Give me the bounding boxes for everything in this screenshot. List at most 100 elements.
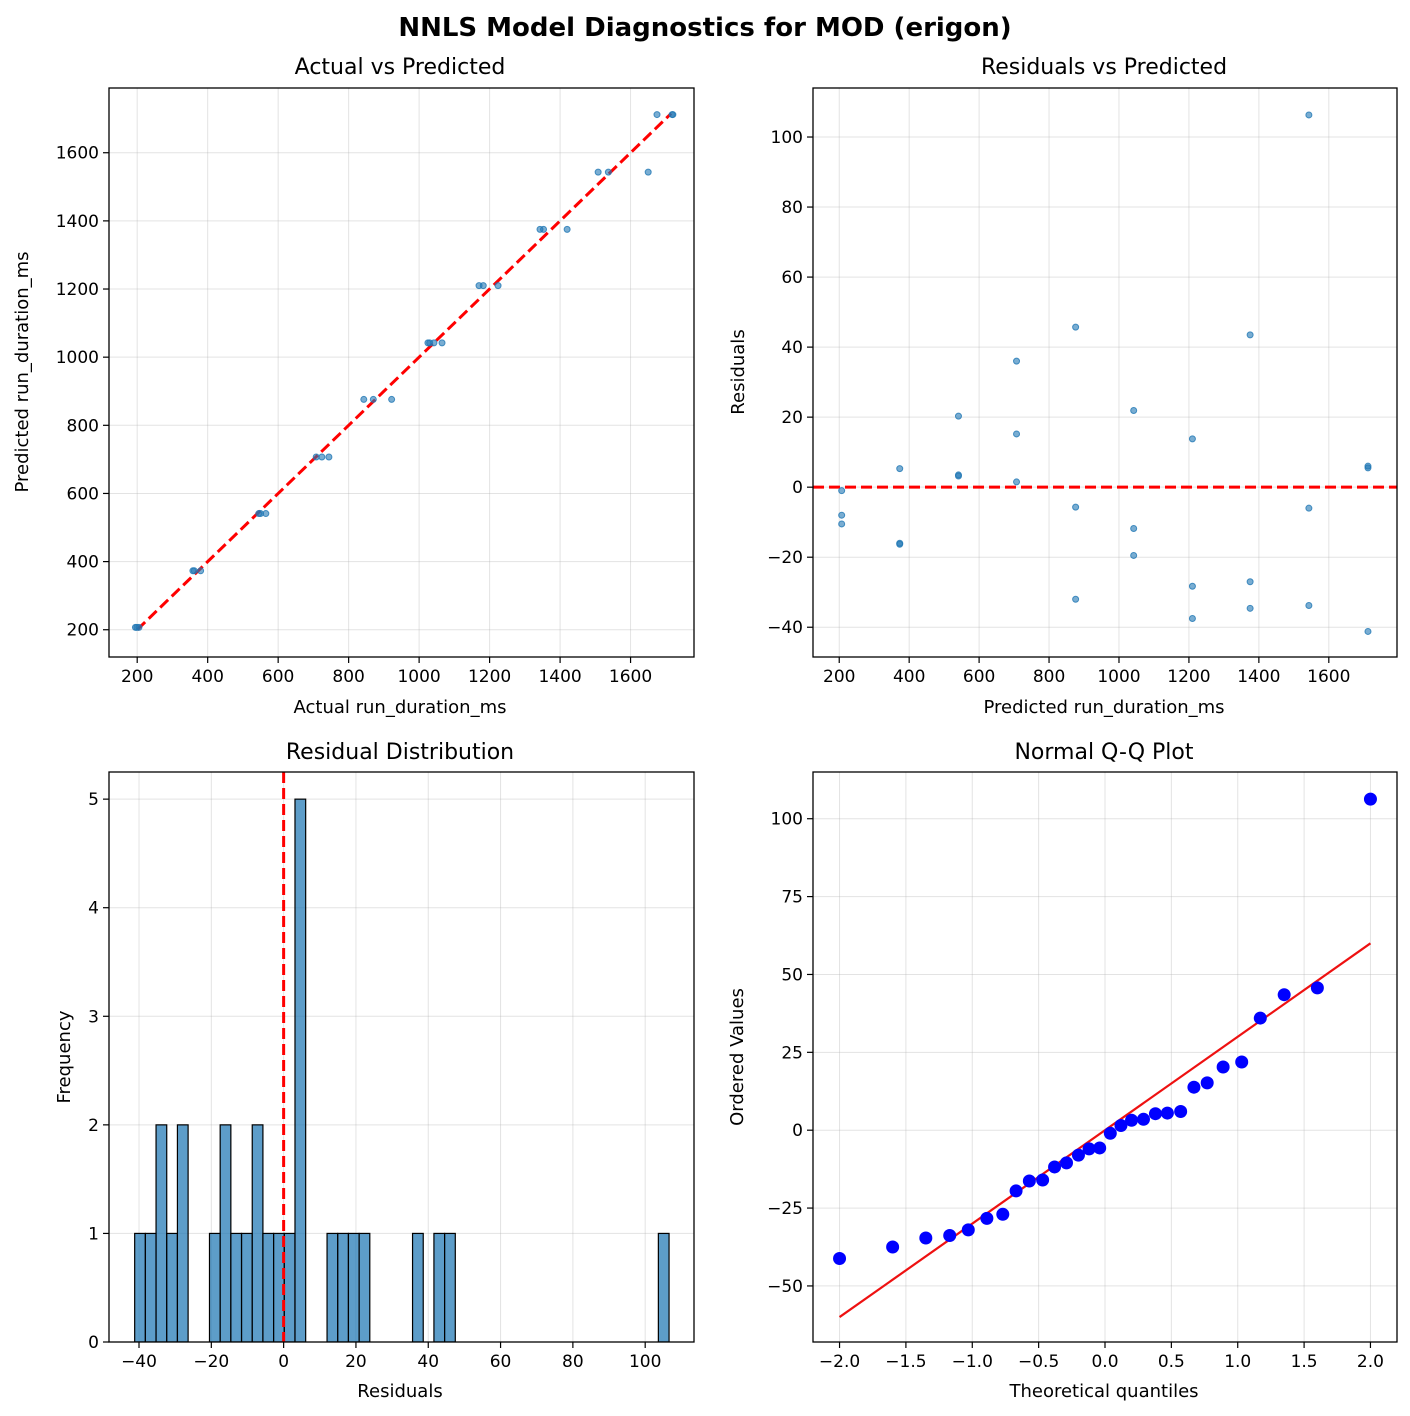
data-point	[653, 111, 661, 119]
data-point	[438, 339, 446, 347]
histogram-bar	[433, 1232, 446, 1342]
data-point	[838, 520, 846, 528]
qq-point	[1216, 1060, 1230, 1074]
x-tick-label: 800	[1033, 667, 1065, 687]
y-tick-label: −50	[767, 1277, 803, 1297]
data-point	[494, 282, 502, 290]
histogram-bar	[155, 1124, 168, 1342]
qq-point	[919, 1231, 933, 1245]
x-axis-label: Theoretical quantiles	[1008, 1381, 1198, 1402]
x-tick-label: −1.5	[885, 1352, 926, 1372]
axes-frame	[812, 87, 1398, 658]
data-point	[669, 111, 677, 119]
x-tick-label: 400	[893, 667, 925, 687]
qq-point	[1363, 792, 1377, 806]
panel-title: Residual Distribution	[286, 740, 514, 765]
panel-residual-distribution: Residual Distribution Residuals Frequenc…	[54, 740, 695, 1402]
y-tick-label: 80	[781, 198, 803, 218]
data-point	[360, 395, 368, 403]
data-point	[1364, 627, 1372, 635]
panel-title: Actual vs Predicted	[295, 55, 506, 80]
grid-lines	[109, 88, 694, 657]
qq-point	[1125, 1113, 1139, 1127]
y-tick-label: 1000	[56, 348, 99, 368]
x-tick-label: 1400	[1237, 667, 1280, 687]
qq-point	[1071, 1148, 1085, 1162]
data-point	[312, 453, 320, 461]
data-point	[1246, 331, 1254, 339]
x-tick-label: 0.0	[1091, 1352, 1118, 1372]
x-tick-label: 200	[823, 667, 855, 687]
y-tick-label: 0	[792, 1121, 803, 1141]
x-tick-label: 2.0	[1357, 1352, 1384, 1372]
data-point	[430, 339, 438, 347]
y-tick-label: 1	[88, 1224, 99, 1244]
histogram-bar	[657, 1232, 670, 1342]
qq-point	[1022, 1174, 1036, 1188]
figure-suptitle: NNLS Model Diagnostics for MOD (erigon)	[398, 13, 1011, 43]
histogram-bar	[251, 1124, 264, 1342]
data-point	[604, 168, 612, 176]
qq-point	[1103, 1126, 1117, 1140]
data-point	[1013, 478, 1021, 486]
histogram-bar	[230, 1232, 243, 1342]
histogram-bar	[134, 1232, 146, 1342]
histogram-bar	[219, 1124, 232, 1342]
data-point	[325, 453, 333, 461]
plot-area	[131, 111, 677, 631]
data-point	[133, 623, 141, 631]
qq-point	[996, 1207, 1010, 1221]
histogram-bar	[208, 1232, 221, 1342]
y-tick-label: 25	[781, 1043, 803, 1063]
data-point	[1130, 524, 1138, 532]
data-point	[563, 225, 571, 233]
histogram-bar	[283, 1232, 296, 1342]
x-tick-label: 600	[963, 667, 995, 687]
data-point	[1246, 604, 1254, 612]
data-point	[1364, 464, 1372, 472]
qq-point	[1148, 1107, 1162, 1121]
histogram-bar	[166, 1232, 179, 1342]
x-tick-label: 1200	[1167, 667, 1210, 687]
y-tick-label: 600	[67, 484, 99, 504]
data-point	[896, 540, 904, 548]
data-point	[1072, 503, 1080, 511]
x-tick-label: −20	[193, 1352, 229, 1372]
y-tick-label: 100	[771, 128, 803, 148]
qq-point	[1082, 1142, 1096, 1156]
data-point	[838, 487, 846, 495]
data-point	[1188, 435, 1196, 443]
y-tick-label: 1600	[56, 144, 99, 164]
data-point	[1246, 578, 1254, 586]
qq-point	[1048, 1160, 1062, 1174]
x-tick-label: −2.0	[819, 1352, 860, 1372]
x-tick-label: −0.5	[1018, 1352, 1059, 1372]
grid-lines	[813, 772, 1397, 1342]
qq-point	[1009, 1184, 1023, 1198]
data-point	[1188, 582, 1196, 590]
data-point	[1072, 595, 1080, 603]
qq-point	[1174, 1105, 1188, 1119]
y-tick-label: 0	[88, 1333, 99, 1353]
data-point	[197, 567, 205, 575]
data-point	[1305, 504, 1313, 512]
qq-point	[1277, 988, 1291, 1002]
data-point	[954, 472, 962, 480]
data-point	[1130, 406, 1138, 414]
y-axis-label: Ordered Values	[727, 988, 748, 1126]
x-tick-label: 100	[629, 1352, 661, 1372]
qq-point	[1253, 1011, 1267, 1025]
panel-normal-qq: Normal Q-Q Plot Theoretical quantiles Or…	[727, 740, 1398, 1402]
histogram-bar	[411, 1232, 424, 1342]
y-axis-label: Predicted run_duration_ms	[12, 251, 33, 492]
histogram-bar	[337, 1232, 350, 1342]
histogram-bar	[176, 1124, 189, 1342]
histogram-bar	[358, 1232, 371, 1342]
y-tick-label: 75	[781, 888, 803, 908]
data-point	[594, 168, 602, 176]
x-tick-label: −40	[121, 1352, 157, 1372]
x-axis-label: Predicted run_duration_ms	[983, 697, 1224, 718]
y-tick-label: 400	[67, 553, 99, 573]
data-point	[388, 395, 396, 403]
